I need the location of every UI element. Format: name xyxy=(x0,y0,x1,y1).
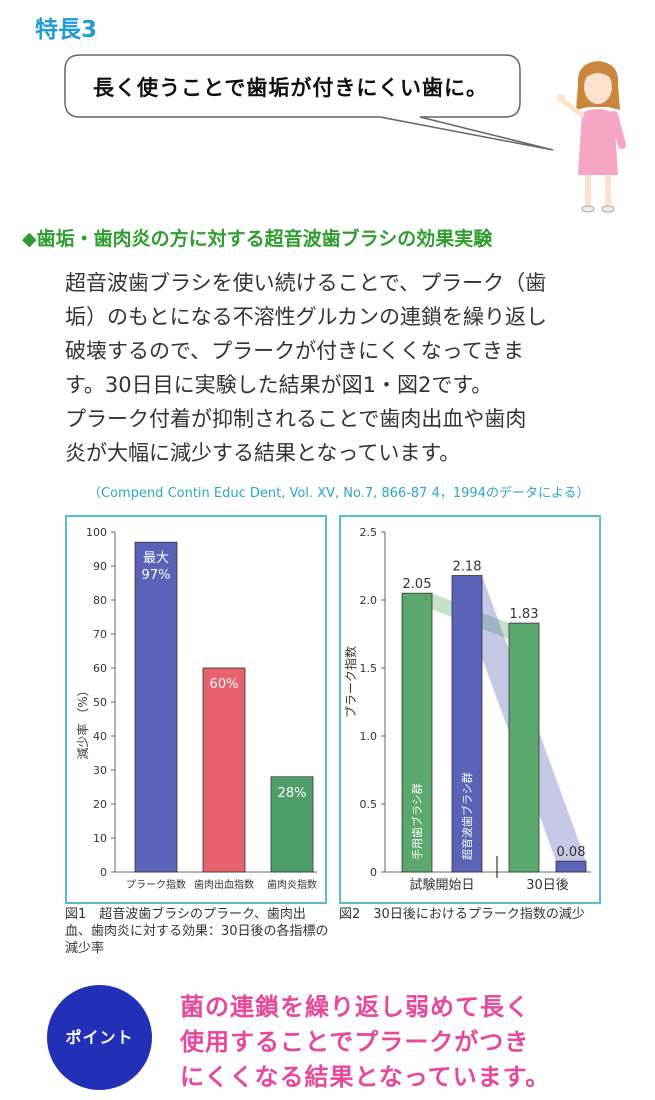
y-tick-label: 0.5 xyxy=(360,798,378,811)
speech-text: 長く使うことで歯垢が付きにくい歯に。 xyxy=(93,76,488,100)
body-paragraph: 超音波歯ブラシを使い続けることで、プラーク（歯 垢）のもとになる不溶性グルカンの… xyxy=(65,266,625,470)
bar-プラーク指数 xyxy=(134,541,178,873)
point-line: 使用することでプラークがつき xyxy=(180,1028,530,1056)
bar-value-label: 97% xyxy=(142,568,171,583)
bar-value-label: 2.18 xyxy=(453,560,482,575)
figure2-panel: 0 0.5 1.0 1.5 2.0 2.5 プラーク指数 2.05 手用歯ブラシ群 2.18 超音波… xyxy=(339,515,601,904)
y-tick-label: 20 xyxy=(93,798,107,811)
body-line: 破壊するので、プラークが付きにくくなってきま xyxy=(65,339,525,363)
bar-value-label: 最大 xyxy=(143,551,169,566)
section-title: ◆歯垢・歯肉炎の方に対する超音波歯ブラシの効果実験 xyxy=(22,228,493,250)
point-text: 菌の連鎖を繰り返し弱めて長く 使用することでプラークがつき にくくなる結果となっ… xyxy=(180,990,610,1095)
bar-超音波歯ブラシ群-試験開始日 xyxy=(451,575,483,873)
x-tick-label: 歯肉炎指数 xyxy=(267,878,317,891)
bar-value-label: 28% xyxy=(278,786,307,801)
figure2-caption: 図2 30日後におけるプラーク指数の減少 xyxy=(339,907,585,922)
citation: （Compend Contin Educ Dent, Vol. XV, No.7… xyxy=(88,486,590,501)
feature-label: 特長3 xyxy=(35,17,98,43)
body-line: す。30日目に実験した結果が図1・図2です。 xyxy=(65,373,493,397)
nurse-illustration xyxy=(557,61,626,213)
bar-手用歯ブラシ群-試験開始日 xyxy=(401,592,433,873)
y-tick-label: 1.5 xyxy=(360,662,378,675)
y-tick-label: 90 xyxy=(93,560,107,573)
point-line: にくくなる結果となっています。 xyxy=(180,1063,551,1091)
body-line: プラーク付着が抑制されることで歯肉出血や歯肉 xyxy=(65,407,527,431)
y-axis-label: 減少率 （%） xyxy=(75,684,90,759)
speech-bubble xyxy=(64,54,554,151)
figure2-chart: 0 0.5 1.0 1.5 2.0 2.5 プラーク指数 2.05 手用歯ブラシ群 2.18 超音波… xyxy=(343,526,591,893)
bar-歯肉出血指数 xyxy=(202,667,246,873)
bar-超音波歯ブラシ群-30日後 xyxy=(555,860,587,873)
y-tick-label: 40 xyxy=(93,730,107,743)
point-line: 菌の連鎖を繰り返し弱めて長く xyxy=(180,993,530,1021)
y-tick-label: 50 xyxy=(93,696,107,709)
y-tick-label: 100 xyxy=(86,526,107,539)
x-tick-label: プラーク指数 xyxy=(126,878,186,891)
x-tick-label: 歯肉出血指数 xyxy=(194,878,254,891)
point-label: ポイント xyxy=(65,1028,134,1047)
bar-value-label: 60% xyxy=(210,677,239,692)
y-tick-label: 30 xyxy=(93,764,107,777)
y-tick-label: 0 xyxy=(100,866,107,879)
bar-value-label: 2.05 xyxy=(403,577,432,592)
figure1-panel: 0 10 20 30 40 50 60 70 80 90 100 減少率 （%） 最大 97% プラーク指数… xyxy=(65,515,327,904)
y-tick-label: 0 xyxy=(370,866,377,879)
series-label: 手用歯ブラシ群 xyxy=(410,783,424,860)
figure1-caption: 図1 超音波歯ブラシのプラーク、歯肉出血、歯肉炎に対する効果：30日後の各指標の… xyxy=(65,907,329,956)
bar-歯肉炎指数 xyxy=(270,776,314,873)
y-tick-label: 2.5 xyxy=(360,526,378,539)
bar-value-label: 1.83 xyxy=(510,607,539,622)
body-line: 垢）のもとになる不溶性グルカンの連鎖を繰り返し xyxy=(65,305,547,329)
y-tick-label: 1.0 xyxy=(360,730,378,743)
body-line: 炎が大幅に減少する結果となっています。 xyxy=(65,441,461,465)
y-axis-label: プラーク指数 xyxy=(343,646,358,718)
y-tick-label: 70 xyxy=(93,628,107,641)
y-tick-label: 2.0 xyxy=(360,594,378,607)
y-tick-label: 10 xyxy=(93,832,107,845)
point-badge xyxy=(47,985,152,1090)
x-tick-label: 試験開始日 xyxy=(409,877,474,893)
bar-value-label: 0.08 xyxy=(557,845,586,860)
bar-手用歯ブラシ群-30日後 xyxy=(508,622,540,873)
figure1-chart: 0 10 20 30 40 50 60 70 80 90 100 減少率 （%） 最大 97% プラーク指数… xyxy=(75,526,317,891)
body-line: 超音波歯ブラシを使い続けることで、プラーク（歯 xyxy=(65,271,547,295)
y-tick-label: 60 xyxy=(93,662,107,675)
x-tick-label: 30日後 xyxy=(526,878,569,893)
y-tick-label: 80 xyxy=(93,594,107,607)
series-label: 超音波歯ブラシ群 xyxy=(460,772,474,860)
